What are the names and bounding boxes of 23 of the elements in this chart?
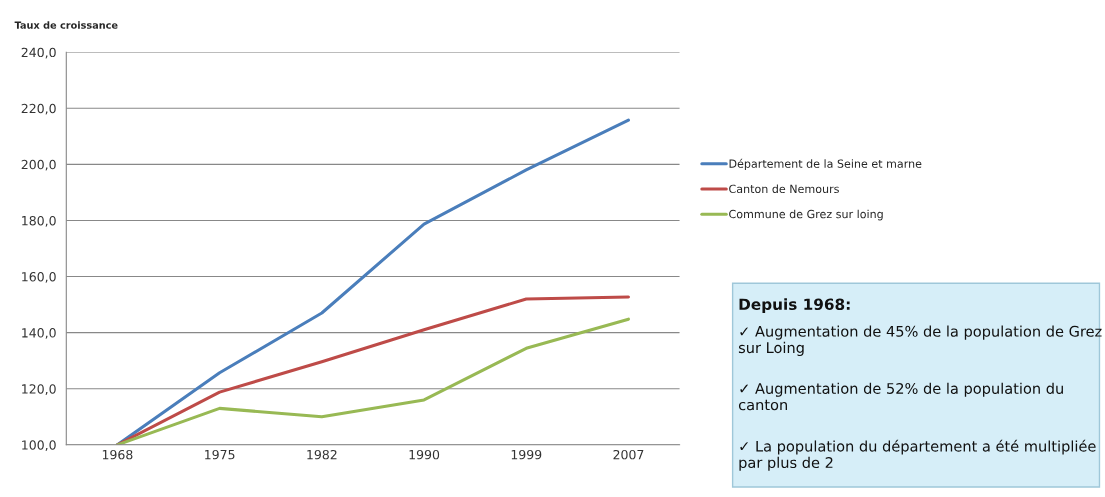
y-tick-label: 240,0 xyxy=(21,47,56,59)
y-tick-label: 200,0 xyxy=(21,159,56,171)
y-tick-label: 160,0 xyxy=(22,272,56,283)
legend-label: Commune de Grez sur loing xyxy=(729,209,883,221)
legend-label: Département de la Seine et marne xyxy=(729,158,922,171)
x-tick-label: 2007 xyxy=(613,449,644,460)
x-tick-label: 1982 xyxy=(307,449,337,460)
y-tick-label: 180,0 xyxy=(22,215,56,227)
legend-label: Canton de Nemours xyxy=(729,184,839,194)
y-axis-title: Taux de croissance xyxy=(14,21,118,29)
text: ✓ Augmentation de 52% de la population du canton xyxy=(738,382,1063,411)
x-tick-label: 1999 xyxy=(511,449,542,460)
text: ✓ Augmentation de 45% de la population de Grez sur Loing xyxy=(738,325,1102,356)
x-tick-label: 1975 xyxy=(205,449,235,460)
y-tick-label: 100,0 xyxy=(22,440,56,452)
text: ✓ La population du département a été multipliée par plus de 2 xyxy=(739,439,1096,471)
x-tick-label: 1968 xyxy=(102,449,133,460)
line-series xyxy=(115,118,630,445)
y-tick-label: 140,0 xyxy=(22,328,56,339)
text: Depuis 1968: xyxy=(739,298,850,313)
y-tick-label: 120,0 xyxy=(22,384,56,395)
x-tick-label: 1990 xyxy=(409,449,440,460)
y-tick-label: 220,0 xyxy=(21,103,56,115)
